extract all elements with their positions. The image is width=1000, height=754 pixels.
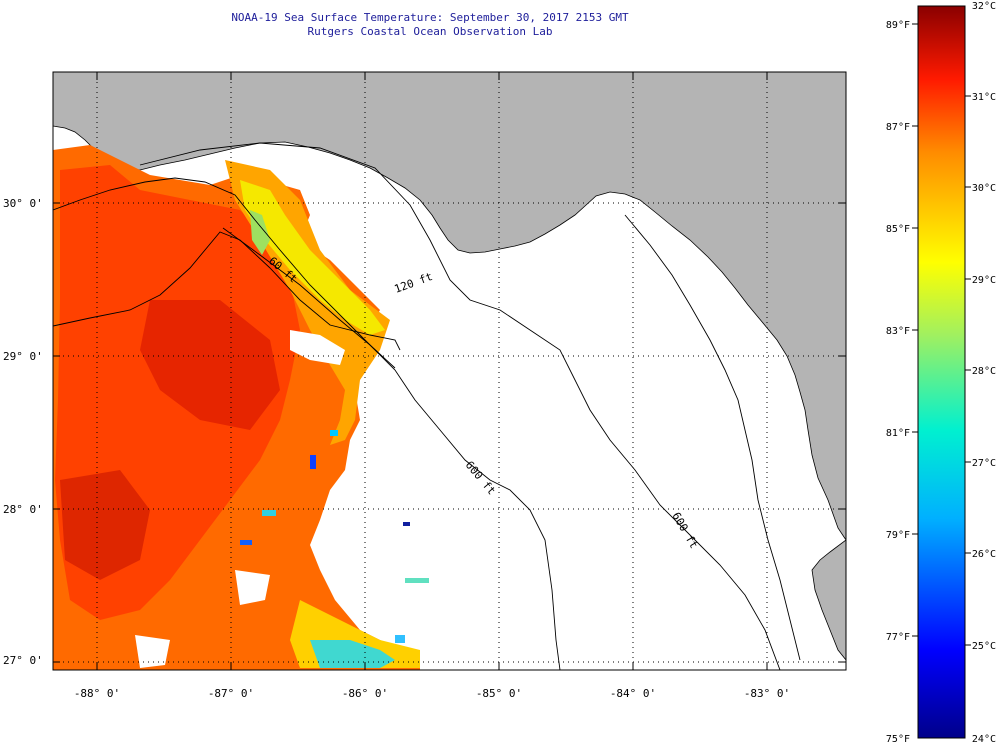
lat-label-27: 27° 0' xyxy=(3,654,43,667)
cb-c-32: 32°C xyxy=(972,1,996,12)
cb-c-26: 26°C xyxy=(972,549,996,560)
cb-f-79: 79°F xyxy=(886,530,910,541)
contour-600ft xyxy=(139,142,781,670)
cb-f-89: 89°F xyxy=(886,20,910,31)
contour-60ft xyxy=(53,177,396,369)
cb-c-25: 25°C xyxy=(972,641,996,652)
lon-label-85: -85° 0' xyxy=(476,687,522,700)
cb-c-27: 27°C xyxy=(972,458,996,469)
cb-f-87: 87°F xyxy=(886,122,910,133)
cb-c-29: 29°C xyxy=(972,275,996,286)
lat-label-30: 30° 0' xyxy=(3,197,43,210)
map-subtitle: Rutgers Coastal Ocean Observation Lab xyxy=(307,25,553,38)
contour-shelf-florida xyxy=(624,214,801,661)
cb-c-28: 28°C xyxy=(972,366,996,377)
contour-600ft-inner xyxy=(222,227,561,670)
map-title: NOAA-19 Sea Surface Temperature: Septemb… xyxy=(231,11,629,24)
lon-label-88: -88° 0' xyxy=(74,687,120,700)
colorbar xyxy=(917,5,966,739)
cb-f-75: 75°F xyxy=(886,734,910,745)
cb-c-24: 24°C xyxy=(972,734,996,745)
cb-f-81: 81°F xyxy=(886,428,910,439)
lat-label-29: 29° 0' xyxy=(3,350,43,363)
cb-f-85: 85°F xyxy=(886,224,910,235)
graticule xyxy=(53,72,846,670)
cb-f-83: 83°F xyxy=(886,326,910,337)
lon-label-86: -86° 0' xyxy=(342,687,388,700)
lon-label-84: -84° 0' xyxy=(610,687,656,700)
map-frame xyxy=(52,71,847,671)
cb-c-30: 30°C xyxy=(972,183,996,194)
florida-south xyxy=(811,539,846,661)
lon-label-83: -83° 0' xyxy=(744,687,790,700)
lat-label-28: 28° 0' xyxy=(3,503,43,516)
colorbar-ticks xyxy=(912,23,971,646)
cb-f-77: 77°F xyxy=(886,632,910,643)
axis-ticks xyxy=(53,72,846,670)
land-mass xyxy=(53,72,846,541)
cb-c-31: 31°C xyxy=(972,92,996,103)
lon-label-87: -87° 0' xyxy=(208,687,254,700)
